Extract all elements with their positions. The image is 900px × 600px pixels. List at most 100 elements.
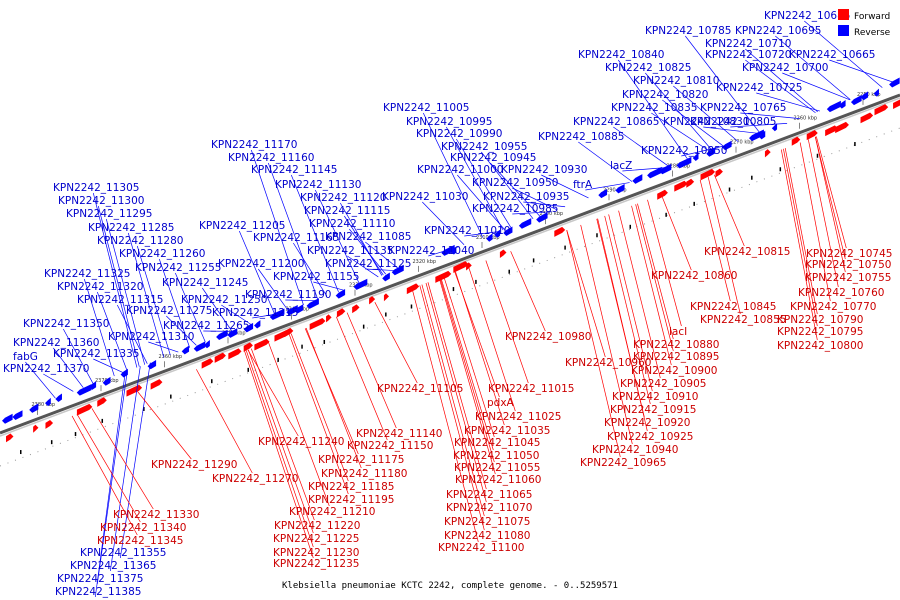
reverse-gene-feature[interactable] (598, 188, 608, 199)
reverse-gene-label-ftra[interactable]: ftrA (573, 179, 593, 191)
reverse-gene-feature[interactable] (749, 129, 764, 142)
forward-gene-label-kpn2242-11345[interactable]: KPN2242_11345 (97, 535, 183, 547)
forward-gene-label-kpn2242-11100[interactable]: KPN2242_11100 (438, 542, 524, 554)
forward-gene-label-kpn2242-10795[interactable]: KPN2242_10795 (777, 326, 863, 338)
forward-gene-label-kpn2242-10980[interactable]: KPN2242_10980 (505, 331, 591, 343)
reverse-gene-label-kpn2242-10850[interactable]: KPN2242_10850 (641, 145, 727, 157)
forward-gene-feature[interactable] (466, 262, 472, 271)
reverse-gene-feature[interactable] (503, 226, 513, 236)
forward-gene-feature[interactable] (893, 99, 900, 109)
forward-gene-label-kpn2242-10905[interactable]: KPN2242_10905 (620, 378, 706, 390)
reverse-gene-feature[interactable] (860, 91, 869, 101)
forward-gene-label-kpn2242-10745[interactable]: KPN2242_10745 (806, 248, 892, 260)
reverse-gene-label-kpn2242-10695[interactable]: KPN2242_10695 (735, 25, 821, 37)
reverse-gene-feature[interactable] (286, 304, 298, 316)
reverse-gene-label-kpn2242-11305[interactable]: KPN2242_11305 (53, 182, 139, 194)
forward-gene-feature[interactable] (76, 403, 93, 416)
reverse-gene-feature[interactable] (181, 345, 190, 355)
reverse-gene-label-kpn2242-11215[interactable]: KPN2242_11215 (212, 307, 298, 319)
forward-gene-feature[interactable] (874, 104, 889, 116)
reverse-gene-label-kpn2242-11245[interactable]: KPN2242_11245 (162, 277, 248, 289)
forward-gene-feature[interactable] (674, 180, 688, 192)
forward-gene-feature[interactable] (700, 168, 716, 181)
reverse-gene-label-kpn2242-11280[interactable]: KPN2242_11280 (97, 235, 183, 247)
forward-gene-label-kpn2242-11055[interactable]: KPN2242_11055 (454, 462, 540, 474)
reverse-gene-feature[interactable] (45, 397, 51, 407)
forward-gene-feature[interactable] (435, 270, 452, 283)
reverse-gene-feature[interactable] (120, 368, 128, 378)
reverse-gene-label-kpn2242-11370[interactable]: KPN2242_11370 (3, 363, 89, 375)
reverse-gene-label-kpn2242-11325[interactable]: KPN2242_11325 (44, 268, 130, 280)
forward-gene-label-kpn2242-11050[interactable]: KPN2242_11050 (453, 450, 539, 462)
reverse-gene-label-kpn2242-11120[interactable]: KPN2242_11120 (300, 192, 386, 204)
reverse-gene-label-kpn2242-11320[interactable]: KPN2242_11320 (57, 281, 143, 293)
reverse-gene-label-kpn2242-11085[interactable]: KPN2242_11085 (325, 231, 411, 243)
forward-gene-feature[interactable] (554, 226, 566, 237)
forward-gene-label-kpn2242-11235[interactable]: KPN2242_11235 (273, 558, 359, 570)
forward-gene-feature[interactable] (33, 424, 39, 433)
forward-gene-label-kpn2242-11240[interactable]: KPN2242_11240 (258, 436, 344, 448)
reverse-gene-label-kpn2242-10935[interactable]: KPN2242_10935 (483, 191, 569, 203)
forward-gene-feature[interactable] (45, 420, 54, 429)
reverse-gene-label-kpn2242-10685[interactable]: KPN2242_10685 (764, 10, 850, 22)
forward-gene-label-kpn2242-10910[interactable]: KPN2242_10910 (612, 391, 698, 403)
reverse-gene-feature[interactable] (243, 322, 254, 333)
reverse-gene-feature[interactable] (335, 289, 346, 299)
reverse-gene-label-kpn2242-10865[interactable]: KPN2242_10865 (573, 116, 659, 128)
forward-gene-label-kpn2242-11195[interactable]: KPN2242_11195 (308, 494, 394, 506)
reverse-gene-feature[interactable] (382, 272, 390, 282)
reverse-gene-feature[interactable] (826, 100, 841, 113)
forward-gene-feature[interactable] (201, 358, 214, 369)
forward-gene-feature[interactable] (309, 318, 326, 330)
forward-gene-label-kpn2242-11225[interactable]: KPN2242_11225 (273, 533, 359, 545)
reverse-gene-label-kpn2242-10810[interactable]: KPN2242_10810 (633, 75, 719, 87)
forward-gene-label-laci[interactable]: lacI (669, 326, 687, 338)
reverse-gene-label-kpn2242-11165[interactable]: KPN2242_11165 (253, 232, 339, 244)
forward-gene-label-kpn2242-10800[interactable]: KPN2242_10800 (777, 340, 863, 352)
forward-gene-label-kpn2242-11180[interactable]: KPN2242_11180 (321, 468, 407, 480)
reverse-gene-feature[interactable] (353, 278, 368, 290)
reverse-gene-label-kpn2242-10985[interactable]: KPN2242_10985 (472, 203, 558, 215)
reverse-gene-feature[interactable] (692, 152, 699, 161)
reverse-gene-label-kpn2242-11010[interactable]: KPN2242_11010 (424, 225, 510, 237)
reverse-gene-feature[interactable] (102, 376, 111, 386)
forward-gene-label-kpn2242-10790[interactable]: KPN2242_10790 (777, 314, 863, 326)
forward-gene-feature[interactable] (791, 136, 801, 146)
forward-gene-label-kpn2242-10855[interactable]: KPN2242_10855 (700, 314, 786, 326)
reverse-gene-label-kpn2242-11375[interactable]: KPN2242_11375 (57, 573, 143, 585)
forward-gene-label-pdxa[interactable]: pdxA (487, 397, 515, 409)
forward-gene-label-kpn2242-10895[interactable]: KPN2242_10895 (633, 351, 719, 363)
reverse-gene-feature[interactable] (294, 304, 304, 314)
forward-gene-label-kpn2242-11270[interactable]: KPN2242_11270 (212, 473, 298, 485)
reverse-gene-feature[interactable] (615, 183, 625, 194)
reverse-gene-feature[interactable] (269, 308, 285, 320)
reverse-gene-feature[interactable] (758, 130, 766, 140)
forward-gene-label-kpn2242-10815[interactable]: KPN2242_10815 (704, 246, 790, 258)
reverse-gene-feature[interactable] (647, 166, 662, 179)
reverse-gene-label-kpn2242-11110[interactable]: KPN2242_11110 (309, 218, 395, 230)
reverse-gene-label-kpn2242-10805[interactable]: KPN2242_10805 (690, 116, 776, 128)
forward-gene-feature[interactable] (499, 249, 507, 258)
forward-gene-feature[interactable] (806, 129, 818, 141)
reverse-gene-label-kpn2242-11250[interactable]: KPN2242_11250 (181, 294, 267, 306)
reverse-gene-label-kpn2242-11310[interactable]: KPN2242_11310 (108, 331, 194, 343)
reverse-gene-feature[interactable] (227, 328, 238, 338)
reverse-gene-label-kpn2242-10825[interactable]: KPN2242_10825 (605, 62, 691, 74)
reverse-gene-feature[interactable] (2, 413, 13, 424)
reverse-gene-label-kpn2242-11125[interactable]: KPN2242_11125 (325, 258, 411, 270)
reverse-gene-feature[interactable] (450, 246, 457, 255)
forward-gene-feature[interactable] (126, 384, 143, 397)
reverse-gene-label-kpn2242-10830[interactable]: KPN2242_10830 (663, 116, 749, 128)
reverse-gene-label-kpn2242-11355[interactable]: KPN2242_11355 (80, 547, 166, 559)
forward-gene-label-kpn2242-11070[interactable]: KPN2242_11070 (446, 502, 532, 514)
forward-gene-label-kpn2242-11330[interactable]: KPN2242_11330 (113, 509, 199, 521)
forward-gene-feature[interactable] (228, 348, 242, 360)
forward-gene-label-kpn2242-11075[interactable]: KPN2242_11075 (444, 516, 530, 528)
reverse-gene-label-kpn2242-11170[interactable]: KPN2242_11170 (211, 139, 297, 151)
reverse-gene-label-kpn2242-11295[interactable]: KPN2242_11295 (66, 208, 152, 220)
reverse-gene-feature[interactable] (76, 384, 92, 396)
forward-gene-feature[interactable] (214, 352, 226, 363)
reverse-gene-feature[interactable] (29, 403, 39, 413)
reverse-gene-label-kpn2242-11360[interactable]: KPN2242_11360 (13, 337, 99, 349)
reverse-gene-feature[interactable] (838, 100, 846, 109)
